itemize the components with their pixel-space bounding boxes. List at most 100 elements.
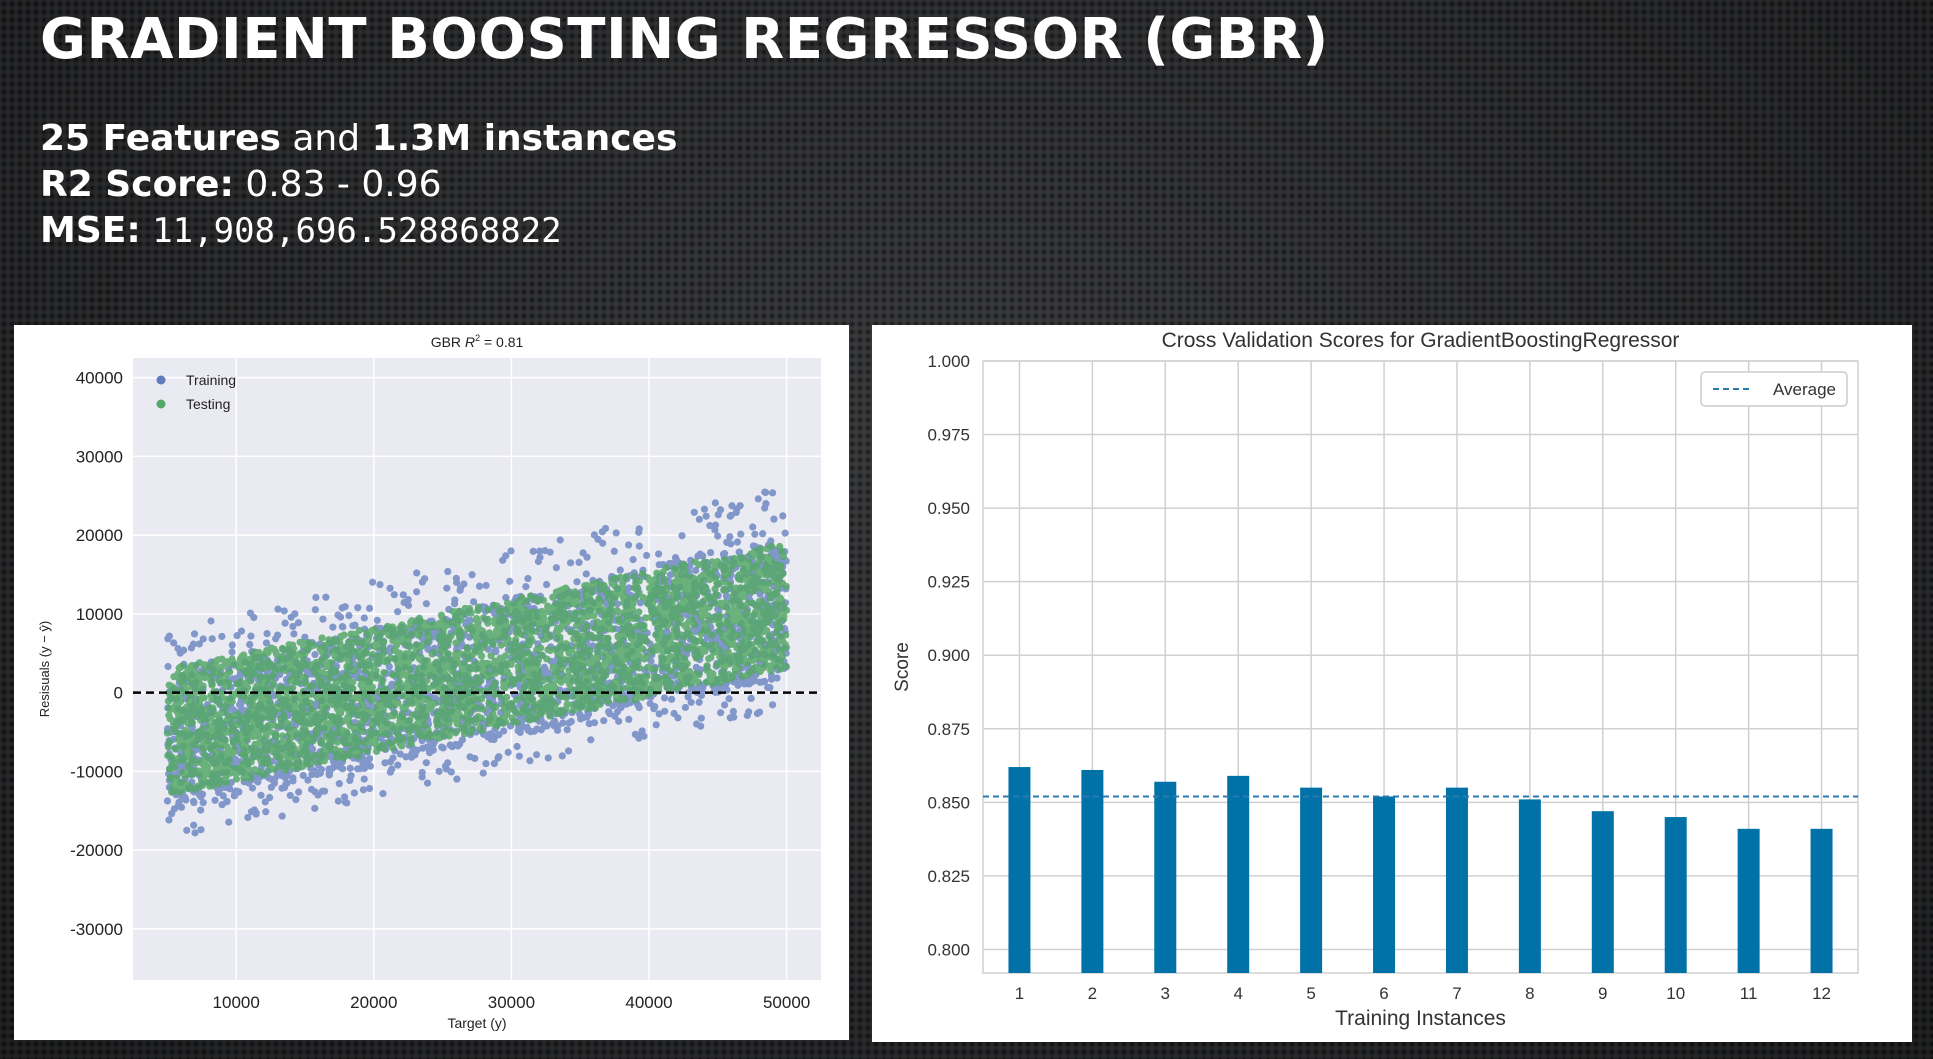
- scatter-point: [638, 569, 647, 578]
- scatter-point: [764, 580, 772, 588]
- scatter-point: [265, 738, 273, 746]
- title-suffix: = 0.81: [480, 334, 523, 350]
- scatter-point: [490, 690, 499, 698]
- scatter-point: [504, 748, 512, 756]
- x-tick-label: 40000: [625, 993, 672, 1012]
- scatter-point: [553, 726, 562, 734]
- scatter-point: [747, 694, 755, 703]
- scatter-point: [598, 675, 606, 683]
- scatter-point: [566, 559, 575, 567]
- scatter-point: [444, 567, 452, 576]
- scatter-point: [754, 495, 762, 503]
- scatter-point: [678, 532, 686, 540]
- scatter-point: [717, 709, 725, 717]
- scatter-point: [534, 665, 542, 673]
- scatter-point: [558, 752, 566, 760]
- scatter-point: [543, 655, 551, 663]
- scatter-point: [681, 605, 689, 613]
- scatter-point: [672, 626, 680, 634]
- scatter-point: [214, 665, 222, 673]
- mse-value: 11,908,696.528868822: [152, 211, 562, 251]
- scatter-point: [502, 617, 510, 625]
- scatter-point: [730, 713, 738, 721]
- scatter-point: [163, 797, 172, 805]
- scatter-point: [363, 747, 371, 755]
- r2-label: R2 Score:: [40, 164, 234, 205]
- scatter-point: [529, 547, 537, 555]
- scatter-point: [670, 709, 678, 718]
- scatter-point: [769, 701, 777, 709]
- scatter-point: [215, 715, 223, 724]
- scatter-point: [291, 708, 299, 716]
- scatter-point: [359, 759, 367, 767]
- scatter-point: [266, 793, 274, 802]
- scatter-point: [413, 746, 421, 754]
- scatter-point: [439, 744, 447, 752]
- scatter-point: [207, 661, 216, 669]
- scatter-point: [431, 699, 439, 707]
- scatter-point: [697, 714, 705, 722]
- scatter-point: [349, 622, 357, 630]
- scatter-point: [246, 609, 255, 617]
- scatter-point: [687, 698, 695, 706]
- scatter-point: [207, 617, 215, 625]
- scatter-point: [278, 732, 287, 740]
- scatter-point: [320, 745, 329, 753]
- scatter-point: [356, 747, 364, 755]
- scatter-point: [474, 713, 482, 721]
- scatter-point: [541, 666, 549, 674]
- scatter-point: [195, 659, 204, 667]
- y-tick-label: 30000: [76, 447, 123, 466]
- scatter-point: [719, 550, 728, 558]
- scatter-point: [273, 631, 282, 639]
- scatter-point: [311, 804, 319, 812]
- scatter-point: [404, 673, 412, 681]
- scatter-point: [244, 813, 252, 822]
- scatter-point: [367, 709, 375, 717]
- scatter-point: [590, 531, 598, 539]
- scatter-point: [706, 521, 714, 530]
- scatter-point: [190, 630, 199, 638]
- scatter-point: [536, 547, 544, 555]
- scatter-point: [325, 771, 333, 779]
- scatter-point: [284, 665, 292, 674]
- x-tick-label: 50000: [763, 993, 810, 1012]
- scatter-point: [276, 722, 285, 730]
- features-line: 25 Features and 1.3M instances: [40, 116, 677, 162]
- scatter-point: [629, 684, 637, 692]
- scatter-point: [384, 730, 392, 738]
- features-and: and: [292, 118, 361, 159]
- scatter-point: [522, 583, 530, 591]
- scatter-point: [457, 584, 465, 592]
- scatter-point: [368, 578, 377, 586]
- scatter-point: [635, 525, 643, 533]
- scatter-point: [174, 717, 182, 725]
- mse-line: MSE: 11,908,696.528868822: [40, 208, 562, 254]
- scatter-point: [768, 489, 777, 497]
- scatter-point: [257, 791, 265, 799]
- scatter-point: [706, 548, 715, 557]
- y-tick-label: -30000: [70, 920, 123, 939]
- scatter-point: [711, 526, 719, 534]
- scatter-point: [268, 720, 276, 728]
- scatter-point: [584, 680, 592, 688]
- scatter-point: [252, 809, 260, 817]
- scatter-point: [544, 754, 552, 762]
- scatter-point: [435, 767, 443, 775]
- scatter-point: [422, 759, 430, 767]
- scatter-point: [781, 529, 789, 537]
- scatter-point: [171, 745, 179, 753]
- scatter-point: [164, 697, 173, 705]
- x-tick-label: 10000: [213, 993, 260, 1012]
- scatter-point: [607, 605, 615, 613]
- scatter-point: [514, 663, 522, 671]
- scatter-point: [411, 694, 419, 702]
- scatter-point: [583, 553, 591, 561]
- scatter-point: [520, 704, 528, 712]
- scatter-point: [761, 504, 769, 512]
- scatter-point: [270, 664, 279, 673]
- scatter-point: [333, 753, 341, 761]
- scatter-point: [210, 775, 218, 783]
- scatter-point: [577, 715, 585, 723]
- scatter-point: [470, 598, 478, 606]
